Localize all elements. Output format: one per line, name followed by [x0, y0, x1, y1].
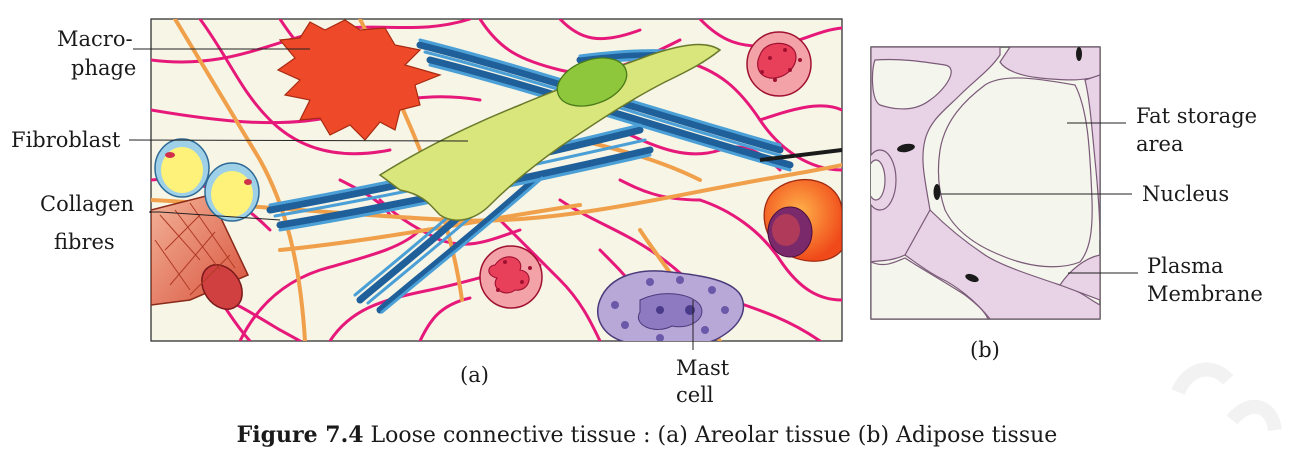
dark-fibre — [759, 148, 842, 162]
label-nucleus: Nucleus — [1142, 182, 1230, 206]
plasma-cell — [763, 178, 842, 262]
fat-storage-areas — [871, 58, 1093, 319]
panel-a-label: (a) — [460, 363, 489, 387]
leader-lines-b — [941, 122, 1138, 274]
granulocyte-top-right — [746, 31, 812, 97]
caption-text: Loose connective tissue : (a) Areolar ti… — [363, 423, 1058, 448]
label-plasma-line2: Membrane — [1147, 282, 1263, 306]
label-macrophage-line2: phage — [71, 56, 137, 80]
label-fat-storage-line2: area — [1136, 132, 1184, 156]
areolar-tissue-diagram — [128, 18, 843, 350]
blood-vessel — [151, 194, 250, 310]
mast-cell — [597, 270, 745, 341]
label-plasma-line1: Plasma — [1147, 254, 1224, 278]
label-fat-storage-line1: Fat storage — [1136, 104, 1258, 128]
panel-b-label: (b) — [970, 338, 1000, 362]
figure-caption: Figure 7.4 Loose connective tissue : (a)… — [0, 422, 1294, 448]
nuclei — [897, 47, 1082, 283]
fibroblast-cell — [378, 43, 722, 221]
adipose-tissue-diagram — [870, 46, 1138, 320]
caption-figure-number: Figure 7.4 — [236, 422, 364, 448]
label-fibroblast: Fibroblast — [11, 128, 121, 152]
label-mast-line2: cell — [676, 383, 714, 407]
adjacent-cells — [871, 149, 897, 211]
watermark — [1171, 362, 1282, 432]
granulocyte-bottom — [479, 245, 543, 309]
fat-cells-a — [154, 138, 260, 222]
macrophage-cell — [276, 19, 442, 141]
leader-lines-a — [128, 48, 694, 350]
label-collagen-line1: Collagen — [40, 192, 135, 216]
label-collagen-line2: fibres — [54, 230, 115, 254]
label-mast-line1: Mast — [676, 356, 730, 380]
label-macrophage-line1: Macro- — [57, 27, 133, 51]
